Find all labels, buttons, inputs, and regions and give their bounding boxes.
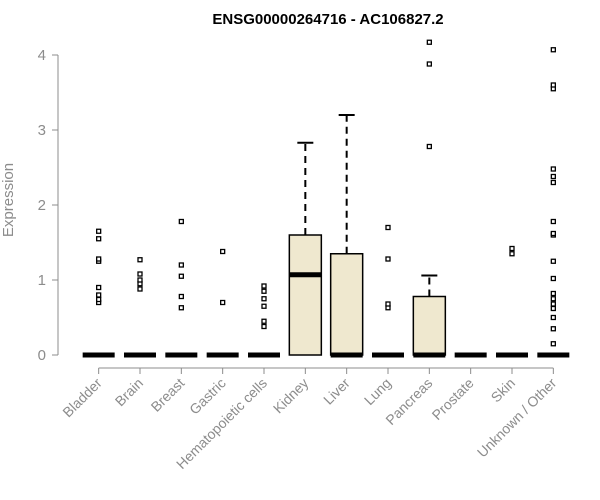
outlier-point <box>550 179 556 186</box>
outlier-point <box>385 224 391 231</box>
outlier-point <box>178 218 184 225</box>
outlier-point <box>426 143 432 150</box>
outlier-point <box>96 256 102 262</box>
x-tick-label: Bladder <box>59 375 105 421</box>
outlier-point <box>261 288 267 294</box>
outlier-point <box>261 318 267 324</box>
y-tick-label: 3 <box>38 122 46 139</box>
outlier-point <box>509 251 515 257</box>
x-tick-label: Liver <box>320 375 353 408</box>
outlier-point <box>385 256 391 262</box>
outlier-point <box>178 293 184 300</box>
outlier-point <box>550 326 556 332</box>
box-unknown-other <box>537 47 570 358</box>
outlier-point <box>550 258 556 264</box>
y-tick-label: 1 <box>38 272 46 289</box>
outlier-point <box>137 257 143 263</box>
box-breast <box>165 218 198 358</box>
outlier-point <box>96 236 102 242</box>
box-pancreas <box>412 39 447 358</box>
outlier-point <box>509 245 515 252</box>
outlier-point <box>137 286 143 292</box>
x-tick-label: Prostate <box>429 375 477 423</box>
x-tick-label: Lung <box>361 375 394 408</box>
box-group <box>82 39 570 358</box>
box-liver <box>329 114 364 358</box>
outlier-point <box>137 277 143 283</box>
y-tick-label: 2 <box>38 197 46 214</box>
outlier-point <box>96 228 102 234</box>
outlier-point <box>96 292 102 298</box>
outlier-point <box>550 341 556 347</box>
x-tick-label: Brain <box>112 375 146 409</box>
outlier-point <box>178 273 184 279</box>
outlier-point <box>178 262 184 268</box>
outlier-point <box>220 248 226 255</box>
box-body <box>329 253 364 356</box>
outlier-point <box>550 275 556 282</box>
outlier-point <box>220 299 226 306</box>
outlier-point <box>550 290 556 297</box>
outlier-point <box>96 296 102 303</box>
box-skin <box>496 245 528 358</box>
outlier-point <box>550 305 556 312</box>
outlier-point <box>261 296 267 302</box>
outlier-point <box>385 301 391 307</box>
x-tick-label: Skin <box>488 375 519 406</box>
box-body <box>412 295 447 356</box>
x-tick-label: Kidney <box>270 375 312 417</box>
box-bladder <box>82 228 115 358</box>
x-tick-label: Breast <box>148 375 188 415</box>
box-gastric <box>206 248 239 358</box>
outlier-point <box>261 303 267 309</box>
y-axis: 0 1 2 3 4 <box>38 47 59 364</box>
y-tick-label: 4 <box>38 47 46 64</box>
chart-title: ENSG00000264716 - AC106827.2 <box>212 11 443 28</box>
box-body <box>288 234 323 356</box>
y-tick-label: 0 <box>38 347 46 364</box>
outlier-point <box>550 218 556 225</box>
y-axis-label: Expression <box>0 163 17 237</box>
outlier-point <box>261 283 267 289</box>
outlier-point <box>550 173 556 180</box>
outlier-point <box>550 230 556 237</box>
outlier-point <box>550 296 556 302</box>
box-lung <box>372 224 404 358</box>
box-kidney <box>288 141 323 356</box>
outlier-point <box>96 284 102 291</box>
outlier-point <box>426 61 432 67</box>
box-brain <box>124 257 156 358</box>
outlier-point <box>550 166 556 172</box>
box-hematopoietic-cells <box>248 283 280 358</box>
outlier-point <box>550 301 556 307</box>
outlier-point <box>178 305 184 311</box>
outlier-point <box>550 47 556 53</box>
outlier-point <box>137 271 143 277</box>
outlier-point <box>550 82 556 88</box>
outlier-point <box>426 39 432 45</box>
outlier-point <box>261 323 267 330</box>
outlier-point <box>550 314 556 321</box>
